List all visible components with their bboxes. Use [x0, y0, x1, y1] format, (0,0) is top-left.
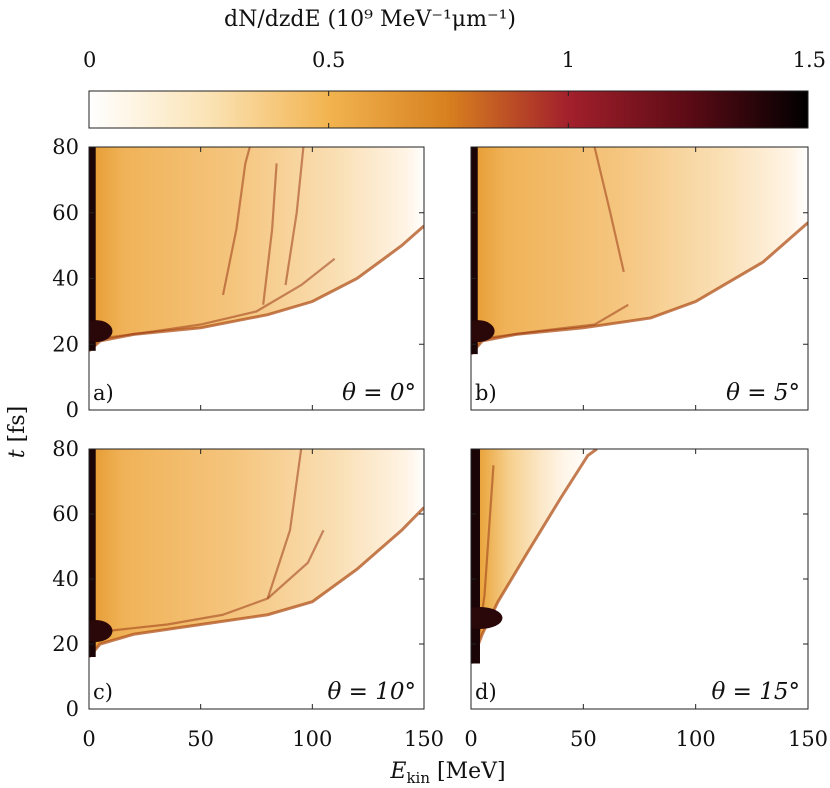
x-tick-label: 50	[570, 727, 597, 751]
y-axis-title: t [fs]	[5, 406, 30, 458]
low-energy-peak	[89, 147, 96, 351]
panel-3: 0 50 100 150 0 20 40 60 80 c) θ = 10°	[52, 437, 444, 751]
y-tick-label: 60	[52, 502, 79, 526]
colorbar-tick-label: 1	[562, 48, 575, 72]
density-streak	[221, 147, 251, 296]
low-energy-peak	[89, 320, 113, 343]
colorbar-tick-label: 1.5	[793, 48, 826, 72]
x-tick-label: 50	[187, 727, 214, 751]
colorbar-tick-label: 0	[83, 48, 96, 72]
density-streak	[106, 257, 336, 339]
low-energy-peak	[471, 320, 495, 343]
colorbar-ticks	[88, 91, 809, 128]
low-energy-peak	[89, 620, 113, 642]
colorbar: dN/dzdE (10⁹ MeV⁻¹μm⁻¹) 0 0.5 1 1.5	[83, 7, 826, 129]
panel-tag: a)	[93, 381, 114, 405]
ion-front	[89, 224, 424, 352]
colorbar-title: dN/dzdE (10⁹ MeV⁻¹μm⁻¹)	[224, 7, 516, 32]
panel-tag: d)	[475, 680, 497, 704]
heatmap-panels: 0 20 40 60 80 a) θ = 0° b) θ = 5° 0 50 100 150 0 20 40 6…	[52, 135, 828, 751]
y-tick-label: 80	[52, 437, 79, 461]
panel-tag: b)	[475, 381, 497, 405]
y-tick-label: 20	[52, 332, 79, 356]
density-streak	[262, 163, 278, 305]
y-tick-label: 0	[66, 697, 79, 721]
low-energy-peak	[89, 449, 96, 657]
panel-tag: c)	[93, 680, 113, 704]
panel-angle-label: θ = 0°	[342, 380, 416, 406]
x-tick-label: 150	[404, 727, 444, 751]
colorbar-tick-labels: 0 0.5 1 1.5	[83, 48, 826, 72]
panel-angle-label: θ = 5°	[726, 380, 800, 406]
panel-2: b) θ = 5°	[470, 146, 809, 411]
x-tick-label: 150	[788, 727, 828, 751]
density-streak	[106, 529, 325, 633]
y-tick-label: 0	[66, 398, 79, 422]
density-streak	[284, 147, 305, 286]
x-tick-label: 0	[464, 727, 477, 751]
density-region	[89, 449, 424, 657]
density-region	[471, 147, 808, 355]
density-region	[471, 449, 597, 664]
density-streak	[593, 147, 625, 273]
y-tick-label: 40	[52, 567, 79, 591]
y-tick-label: 80	[52, 135, 79, 159]
low-energy-peak	[471, 147, 478, 355]
colorbar-bar	[88, 90, 809, 129]
low-energy-peak	[471, 607, 503, 629]
x-tick-label: 100	[292, 727, 332, 751]
y-tick-label: 40	[52, 267, 79, 291]
density-streak	[266, 449, 303, 599]
panel-angle-label: θ = 10°	[327, 679, 416, 705]
panel-1: 0 20 40 60 80 a) θ = 0°	[52, 135, 425, 422]
low-energy-peak	[471, 449, 480, 664]
x-tick-label: 0	[82, 727, 95, 751]
density-streak	[488, 303, 629, 339]
colorbar-tick-label: 0.5	[312, 48, 345, 72]
panel-4: 0 50 100 150 d) θ = 15°	[464, 448, 828, 751]
panel-angle-label: θ = 15°	[711, 679, 800, 705]
ion-front	[89, 506, 424, 658]
density-region	[89, 147, 424, 351]
y-tick-label: 60	[52, 201, 79, 225]
x-axis-title: Ekin [MeV]	[389, 759, 505, 787]
x-tick-label: 100	[676, 727, 716, 751]
ion-front	[471, 449, 598, 665]
y-tick-label: 20	[52, 632, 79, 656]
